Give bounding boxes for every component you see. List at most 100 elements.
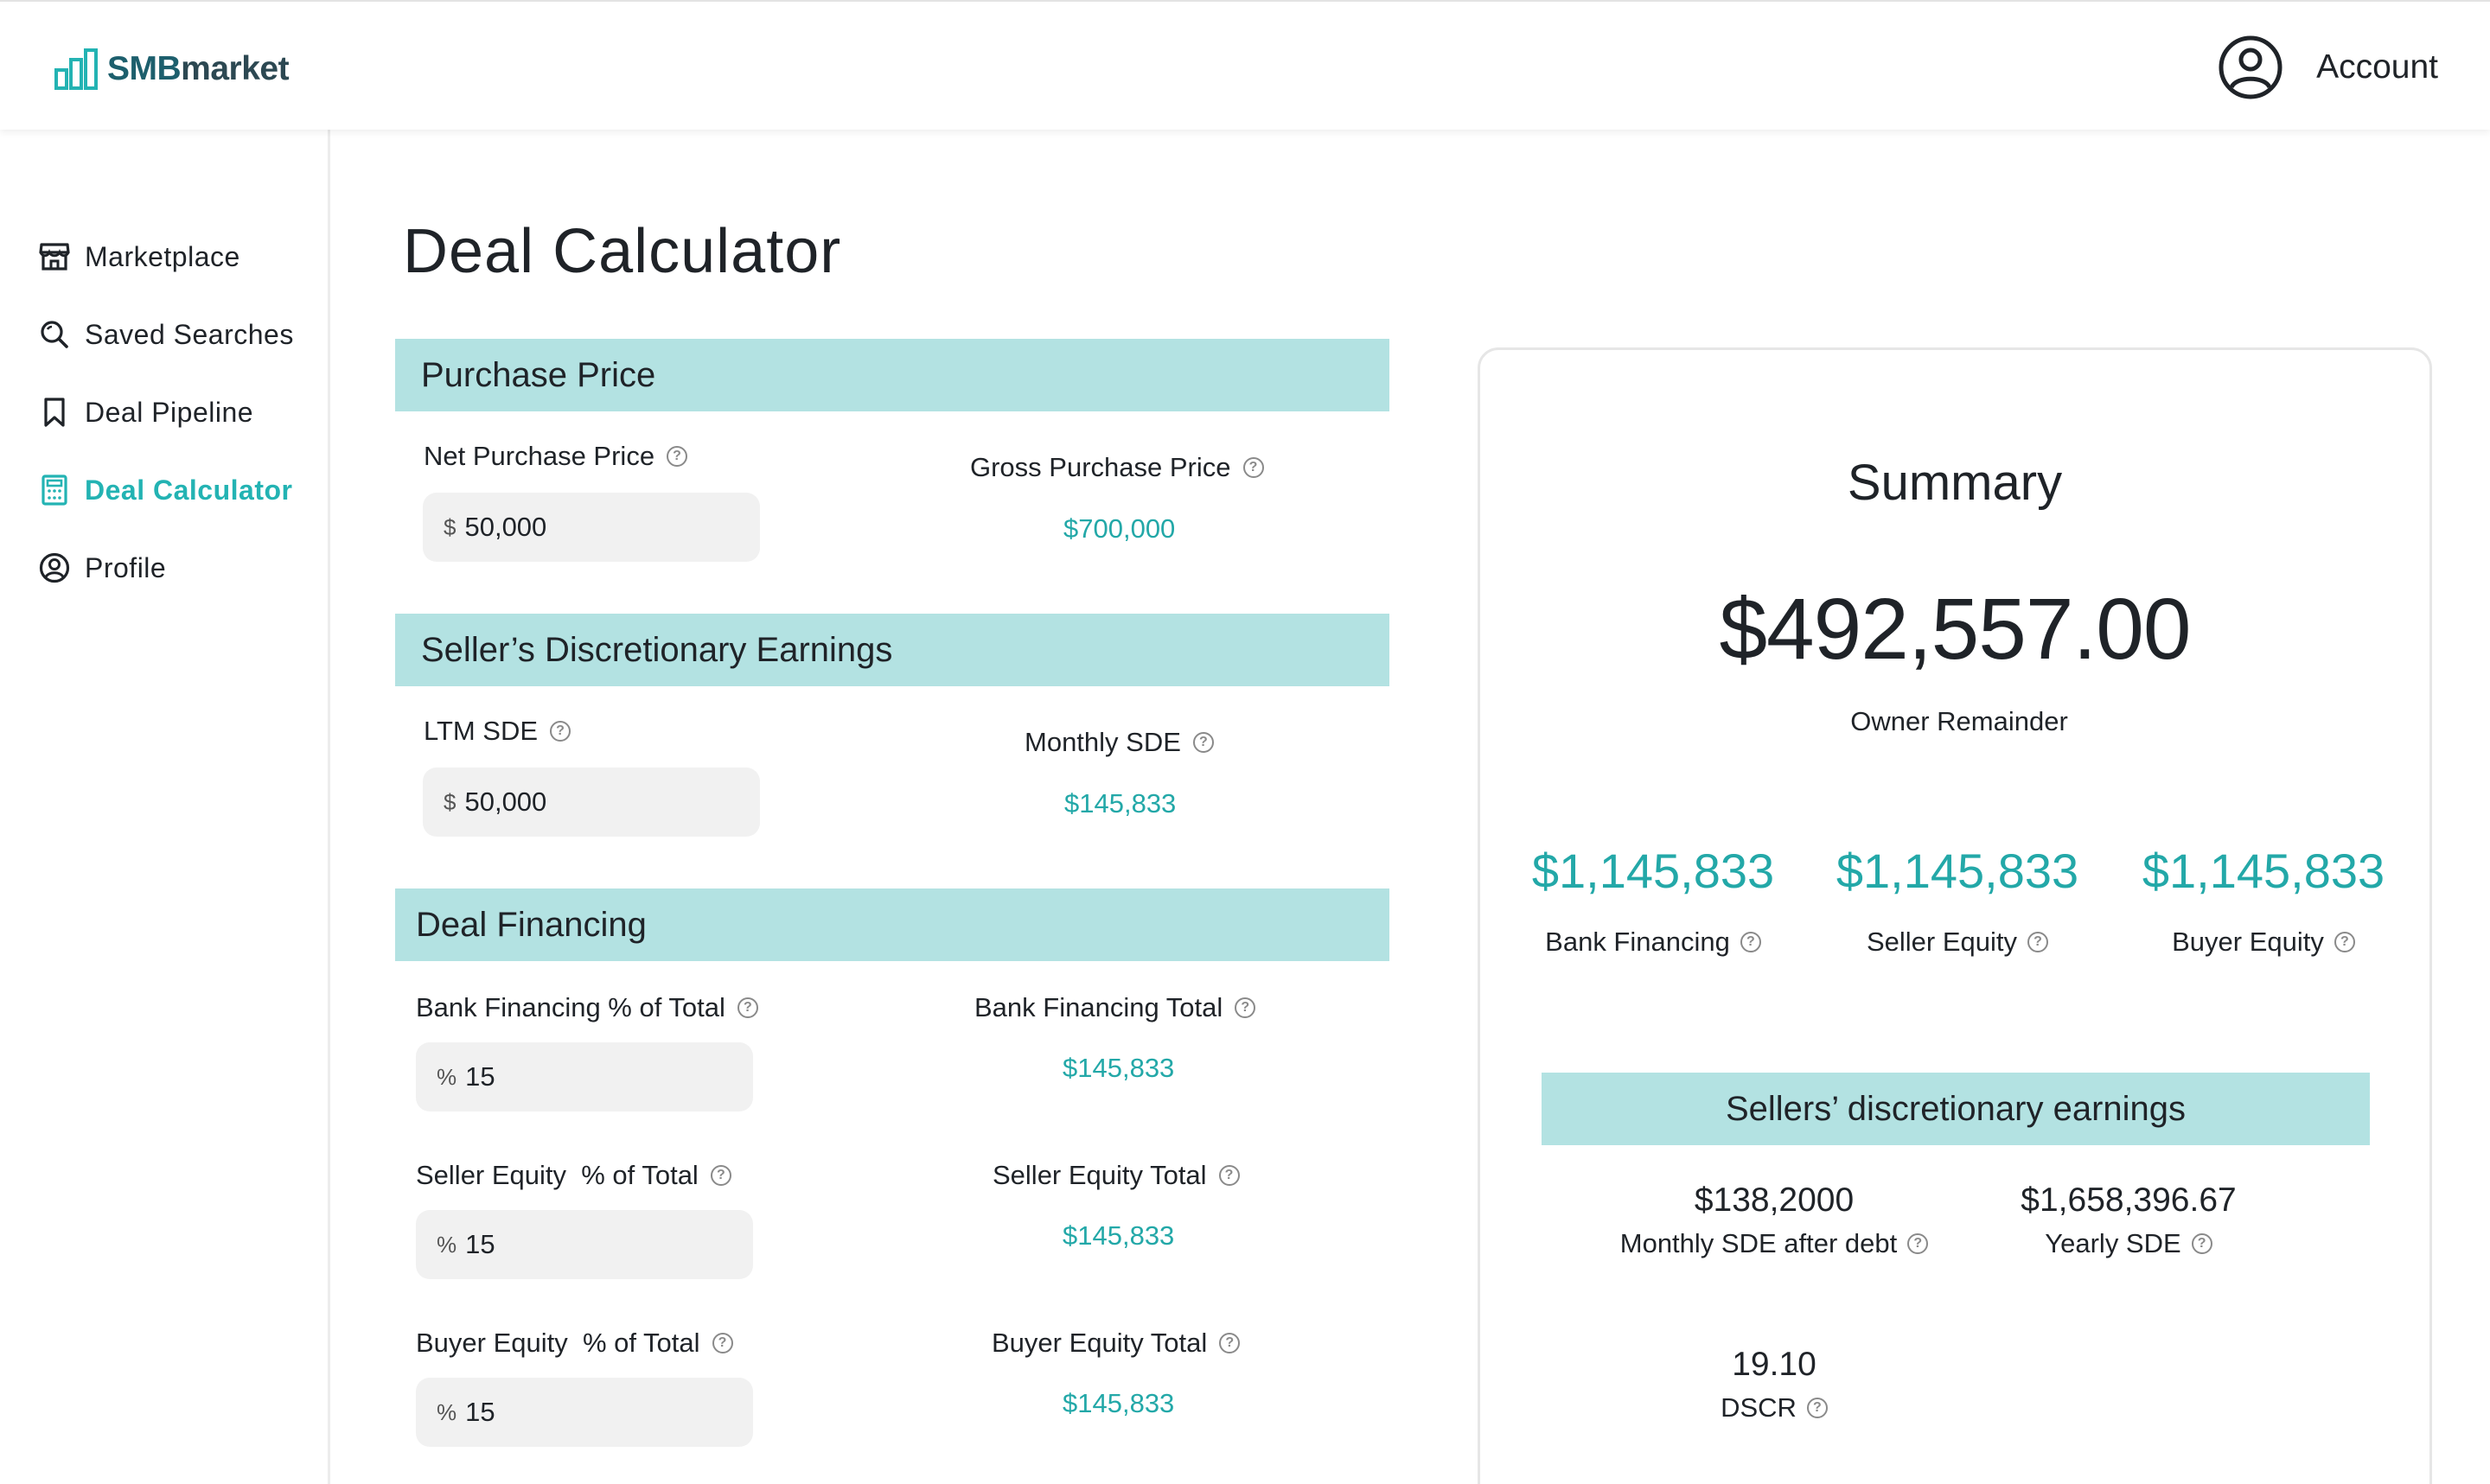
sidebar-item-label: Deal Pipeline	[85, 396, 254, 428]
help-icon[interactable]: ?	[1242, 457, 1264, 478]
user-circle-icon	[2219, 35, 2282, 99]
section-title: Seller’s Discretionary Earnings	[421, 630, 893, 669]
logo-bars-icon	[54, 48, 98, 90]
currency-prefix: $	[444, 788, 456, 815]
ltm-sde-label: LTM SDE ?	[424, 716, 571, 747]
stat-value: $138,2000	[1694, 1181, 1855, 1219]
section-header-purchase-price: Purchase Price	[395, 339, 1389, 411]
section-header-sde: Seller’s Discretionary Earnings	[395, 614, 1389, 686]
page-title: Deal Calculator	[403, 217, 842, 286]
sidebar-item-label: Profile	[85, 551, 167, 583]
help-icon[interactable]: ?	[2027, 932, 2049, 952]
section-title: Purchase Price	[421, 355, 656, 394]
buyer-equity-metric: $1,145,833 Buyer Equity ?	[2108, 843, 2419, 958]
input-value: 15	[465, 1397, 495, 1427]
seller-equity-pct-input[interactable]: % 15	[416, 1210, 753, 1279]
percent-prefix: %	[437, 1398, 457, 1425]
sidebar-item-label: Marketplace	[85, 240, 240, 272]
search-icon	[38, 318, 71, 351]
buyer-equity-total-label: Buyer Equity Total ?	[992, 1328, 1241, 1359]
owner-remainder-label: Owner Remainder	[1850, 706, 2068, 736]
help-icon[interactable]: ?	[710, 1165, 731, 1186]
ltm-sde-input[interactable]: $ 50,000	[423, 767, 760, 837]
net-purchase-price-input[interactable]: $ 50,000	[423, 493, 760, 562]
sidebar-item-profile[interactable]: Profile	[38, 546, 166, 589]
metric-label: Buyer Equity ?	[2108, 927, 2419, 958]
help-icon[interactable]: ?	[1740, 932, 1761, 952]
logo-text: SMBmarket	[107, 50, 290, 87]
user-circle-icon	[38, 551, 71, 584]
help-icon[interactable]: ?	[712, 1333, 733, 1353]
bank-financing-metric: $1,145,833 Bank Financing ?	[1497, 843, 1809, 958]
bank-financing-pct-input[interactable]: % 15	[416, 1042, 753, 1111]
net-purchase-price-label: Net Purchase Price ?	[424, 441, 688, 472]
label-text: Seller Equity Total	[993, 1160, 1207, 1190]
summary-card: Summary $492,557.00 Owner Remainder $1,1…	[1478, 347, 2432, 1484]
input-value: 50,000	[464, 512, 547, 542]
monthly-sde-value: $145,833	[1064, 788, 1177, 818]
buyer-equity-pct-label: Buyer Equity % of Total ?	[416, 1328, 733, 1359]
help-icon[interactable]: ?	[550, 721, 571, 742]
help-icon[interactable]: ?	[2334, 932, 2355, 952]
label-text: Bank Financing Total	[974, 992, 1223, 1022]
label-text: DSCR	[1721, 1392, 1797, 1423]
gross-purchase-price-label: Gross Purchase Price ?	[970, 452, 1264, 483]
seller-equity-pct-label: Seller Equity % of Total ?	[416, 1160, 731, 1191]
input-value: 50,000	[464, 787, 547, 817]
metric-label: Seller Equity ?	[1802, 927, 2113, 958]
stat-value: $1,658,396.67	[2021, 1181, 2237, 1219]
metric-value: $1,145,833	[1836, 844, 2079, 898]
input-value: 15	[465, 1061, 495, 1092]
help-icon[interactable]: ?	[667, 446, 688, 467]
stat-label: Monthly SDE after debt ?	[1601, 1228, 1947, 1259]
input-value: 15	[465, 1229, 495, 1259]
seller-equity-total-value: $145,833	[1063, 1220, 1175, 1251]
help-icon[interactable]: ?	[1907, 1233, 1929, 1254]
help-icon[interactable]: ?	[737, 997, 758, 1018]
label-text: Buyer Equity	[2172, 927, 2324, 957]
bank-financing-total-value: $145,833	[1063, 1053, 1175, 1083]
help-icon[interactable]: ?	[1219, 1333, 1241, 1353]
account-menu[interactable]: Account	[2218, 35, 2438, 100]
help-icon[interactable]: ?	[1192, 732, 1214, 753]
yearly-sde-stat: $1,658,396.67 Yearly SDE ?	[1999, 1181, 2258, 1259]
storefront-icon	[38, 240, 71, 273]
bank-financing-pct-label: Bank Financing % of Total ?	[416, 992, 758, 1023]
sidebar-item-marketplace[interactable]: Marketplace	[38, 235, 240, 278]
bank-financing-total-label: Bank Financing Total ?	[974, 992, 1256, 1023]
help-icon[interactable]: ?	[1806, 1398, 1828, 1418]
owner-remainder-value: $492,557.00	[1719, 581, 2191, 678]
label-text: Bank Financing % of Total	[416, 992, 725, 1022]
metric-value: $1,145,833	[2142, 844, 2385, 898]
sidebar-item-deal-pipeline[interactable]: Deal Pipeline	[38, 391, 253, 434]
buyer-equity-total-value: $145,833	[1063, 1388, 1175, 1418]
sidebar-item-deal-calculator[interactable]: Deal Calculator	[38, 468, 292, 512]
metric-value: $1,145,833	[1531, 844, 1775, 898]
sidebar-item-saved-searches[interactable]: Saved Searches	[38, 313, 294, 356]
help-icon[interactable]: ?	[1235, 997, 1256, 1018]
sidebar-item-label: Deal Calculator	[85, 474, 293, 506]
monthly-sde-label: Monthly SDE ?	[1025, 727, 1214, 758]
metric-label: Bank Financing ?	[1497, 927, 1809, 958]
label-text: Buyer Equity Total	[992, 1328, 1208, 1358]
label-text: LTM SDE	[424, 716, 539, 746]
stat-label: Yearly SDE ?	[1999, 1228, 2258, 1259]
calculator-icon	[38, 474, 71, 506]
sidebar: Marketplace Saved Searches Deal Pipeline…	[0, 130, 330, 1484]
smbmarket-logo[interactable]: SMBmarket	[54, 45, 290, 93]
label-text: Net Purchase Price	[424, 441, 655, 471]
buyer-equity-pct-input[interactable]: % 15	[416, 1378, 753, 1447]
label-text: Monthly SDE after debt	[1619, 1228, 1898, 1258]
help-icon[interactable]: ?	[2191, 1233, 2212, 1254]
section-header-deal-financing: Deal Financing	[395, 888, 1389, 961]
sde-summary-header: Sellers’ discretionary earnings	[1542, 1073, 2370, 1145]
help-icon[interactable]: ?	[1218, 1165, 1240, 1186]
label-text: Yearly SDE	[2045, 1228, 2181, 1258]
dscr-stat: 19.10 DSCR ?	[1688, 1346, 1861, 1423]
stat-label: DSCR ?	[1688, 1392, 1861, 1423]
section-title: Deal Financing	[416, 905, 647, 944]
percent-prefix: %	[437, 1231, 457, 1258]
label-text: Bank Financing	[1545, 927, 1730, 957]
label-text: Seller Equity % of Total	[416, 1160, 699, 1190]
sidebar-item-label: Saved Searches	[85, 318, 294, 350]
